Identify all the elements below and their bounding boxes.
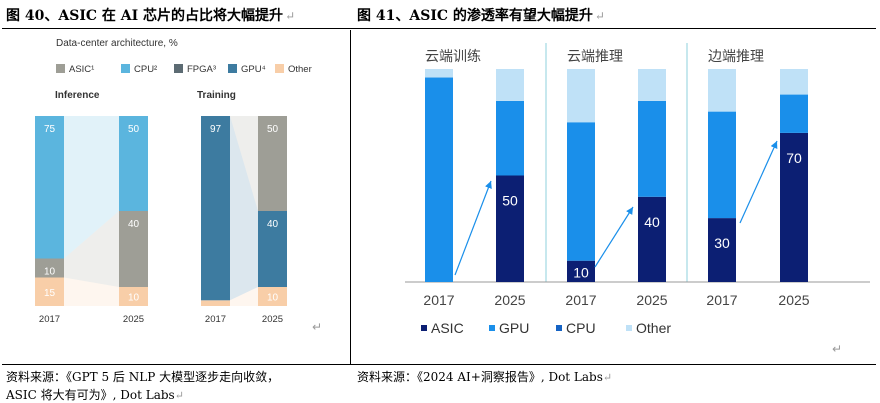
legend-label-asic: ASIC	[431, 320, 464, 336]
bar-label-gpu: 40	[267, 219, 279, 230]
bar-label-other: 10	[128, 293, 140, 304]
bar-segment-asic	[567, 260, 595, 282]
left-source-line1: 资料来源：《GPT 5 后 NLP 大模型逐步走向收敛，	[6, 370, 280, 384]
connector-cpu	[64, 116, 119, 259]
category-label: 2017	[39, 314, 60, 325]
bar-segment-gpu	[567, 122, 595, 261]
category-label: 2017	[423, 292, 454, 308]
bar-label-asic: 50	[502, 193, 518, 209]
bar-segment-gpu	[708, 111, 736, 219]
left-chart-title: Data-center architecture, %	[56, 38, 178, 49]
bar-segment-other	[780, 69, 808, 95]
bar-segment-other	[638, 69, 666, 101]
legend-label-gpu: GPU	[499, 320, 529, 336]
legend-swatch-cpu	[556, 325, 562, 331]
trend-arrow	[594, 206, 634, 268]
bar-segment-gpu	[638, 100, 666, 197]
legend-label-other: Other	[288, 64, 312, 75]
bar-segment-other	[496, 69, 524, 101]
bar-label-gpu: 97	[210, 124, 222, 135]
legend-swatch-cpu	[121, 64, 130, 73]
bar-label-cpu: 75	[44, 124, 56, 135]
category-label: 2017	[205, 314, 226, 325]
bar-segment-other	[35, 277, 64, 306]
bar-label-asic: 30	[714, 235, 730, 251]
bar-segment-asic	[780, 132, 808, 282]
bar-segment-asic	[638, 196, 666, 282]
group-label: 边端推理	[708, 48, 764, 64]
bar-segment-asic	[708, 218, 736, 282]
bar-label-asic: 10	[573, 264, 589, 280]
left-source-line2: ASIC 将大有可为》, Dot Labs↵	[6, 388, 184, 402]
right-chart: 云端训练 云端推理 边端推理 2017 50 2025 10 2017 40 2025 30 2017…	[405, 43, 870, 336]
bar-segment-other	[258, 287, 287, 306]
connector-other	[230, 287, 258, 306]
bar-segment-gpu	[780, 94, 808, 133]
bar-segment-gpu	[201, 116, 230, 301]
legend-label-fpga: FPGA³	[187, 64, 216, 75]
category-label: 2025	[494, 292, 525, 308]
right-figure-title: 图 41、ASIC 的渗透率有望大幅提升 ↵	[357, 8, 605, 24]
bar-label-other: 10	[267, 293, 279, 304]
bar-segment-asic	[35, 258, 64, 278]
bar-label-other: 15	[44, 288, 56, 299]
legend-label-asic: ASIC¹	[69, 64, 94, 75]
connector-asic	[64, 211, 119, 287]
legend-label-gpu: GPU⁴	[241, 64, 266, 75]
bar-label-asic: 70	[786, 150, 802, 166]
legend-label-cpu: CPU	[566, 320, 596, 336]
category-label: 2017	[706, 292, 737, 308]
legend-swatch-asic	[421, 325, 427, 331]
bottom-rule	[2, 364, 876, 365]
right-source: 资料来源：《2024 AI+洞察报告》, Dot Labs↵	[357, 370, 613, 384]
legend-swatch-gpu	[228, 64, 237, 73]
column-separator	[350, 30, 351, 364]
bar-segment-cpu	[119, 116, 148, 211]
bar-segment-other	[201, 300, 230, 306]
category-label: 2025	[778, 292, 809, 308]
bar-segment-other	[425, 69, 453, 78]
bar-segment-other	[708, 69, 736, 112]
legend-swatch-asic	[56, 64, 65, 73]
trend-arrow	[739, 140, 778, 224]
right-paragraph-mark: ↵	[832, 342, 843, 356]
trend-arrow	[454, 180, 492, 276]
bar-segment-gpu	[258, 211, 287, 287]
legend-swatch-other	[275, 64, 284, 73]
bar-label-asic: 40	[128, 219, 140, 230]
panel-label-inference: Inference	[55, 90, 100, 101]
group-label: 云端训练	[425, 48, 481, 64]
connector-other	[64, 277, 119, 306]
panel-label-training: Training	[197, 90, 236, 101]
bar-segment-other	[567, 69, 595, 123]
bar-segment-asic	[258, 116, 287, 211]
bar-label-asic: 50	[267, 124, 279, 135]
bar-label-asic: 10	[44, 267, 56, 278]
left-figure-title: 图 40、ASIC 在 AI 芯片的占比将大幅提升 ↵	[6, 8, 296, 24]
bar-segment-asic	[119, 211, 148, 287]
left-chart: Data-center architecture, % ASIC¹ CPU² FPGA…	[35, 38, 312, 325]
category-label: 2025	[636, 292, 667, 308]
legend-swatch-fpga	[174, 64, 183, 73]
legend-label-cpu: CPU²	[134, 64, 157, 75]
connector-asic	[230, 116, 258, 211]
legend-label-other: Other	[636, 320, 671, 336]
bar-label-cpu: 50	[128, 124, 140, 135]
category-label: 2017	[565, 292, 596, 308]
bar-segment-other	[119, 287, 148, 306]
legend-swatch-gpu	[489, 325, 495, 331]
left-paragraph-mark: ↵	[312, 320, 323, 334]
category-label: 2025	[123, 314, 144, 325]
group-label: 云端推理	[567, 48, 623, 64]
top-rule	[2, 28, 876, 29]
bar-segment-gpu	[496, 100, 524, 176]
bar-segment-cpu	[35, 116, 64, 259]
category-label: 2025	[262, 314, 283, 325]
bar-label-asic: 40	[644, 214, 660, 230]
bar-segment-asic	[496, 175, 524, 282]
bar-segment-gpu	[425, 77, 453, 282]
legend-swatch-other	[626, 325, 632, 331]
connector-gpu	[230, 116, 258, 301]
